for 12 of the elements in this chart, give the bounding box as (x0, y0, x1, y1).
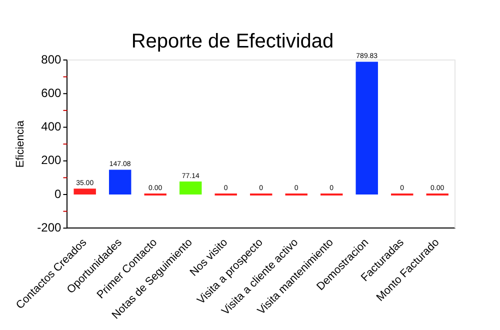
y-tick-label: 400 (41, 120, 62, 134)
y-axis-title: Eficiencia (14, 120, 27, 168)
y-tick-label: 600 (41, 86, 62, 100)
y-tick-label: 0 (54, 186, 62, 201)
y-tick-label: 800 (41, 52, 62, 66)
bar (74, 188, 96, 195)
y-tick-label: 200 (41, 153, 62, 168)
bar (180, 182, 202, 195)
bar (108, 170, 132, 195)
y-tick-label: -200 (37, 220, 62, 234)
bar (356, 62, 378, 195)
chart-title: Reporte de Efectividad (131, 30, 334, 53)
